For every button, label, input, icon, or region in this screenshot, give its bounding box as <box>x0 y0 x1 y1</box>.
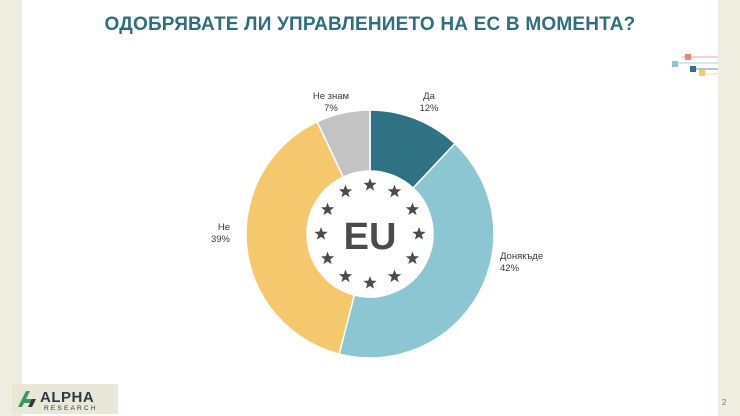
star-icon <box>387 184 402 198</box>
slice-value-label-3: 39% <box>211 234 231 245</box>
slice-label-1: Да <box>423 91 435 102</box>
slice-label-4: Не знам <box>313 91 349 102</box>
star-icon <box>338 184 353 198</box>
logo-name: ALPHA <box>40 389 95 406</box>
star-icon <box>320 202 335 216</box>
star-icon <box>387 269 402 283</box>
slice-label-2: Донякъде <box>500 251 543 262</box>
page-number: 2 <box>722 398 727 407</box>
alpha-research-logo <box>12 384 118 414</box>
star-icon <box>405 251 420 265</box>
slice-value-label-1: 12% <box>419 103 439 114</box>
left-side-band <box>0 0 22 416</box>
star-icon <box>338 269 353 283</box>
eu-stars <box>314 178 426 289</box>
slice-label-3: Не <box>218 222 230 233</box>
decorative-squares <box>672 54 718 76</box>
star-icon <box>363 276 377 289</box>
slice-value-label-4: 7% <box>324 103 338 114</box>
star-icon <box>412 227 426 240</box>
logo-subtitle: RESEARCH <box>44 405 98 412</box>
star-icon <box>405 202 420 216</box>
donut-hole <box>307 171 433 297</box>
page-title: ОДОБРЯВАТЕ ЛИ УПРАВЛЕНИЕТО НА ЕС В МОМЕН… <box>104 14 636 35</box>
logo-mark-icon <box>18 391 36 407</box>
eu-center-label: EU <box>344 216 397 258</box>
slice-value-label-2: 42% <box>500 263 520 274</box>
star-icon <box>320 251 335 265</box>
star-icon <box>314 227 328 240</box>
star-icon <box>363 178 377 191</box>
right-side-band <box>718 0 740 416</box>
